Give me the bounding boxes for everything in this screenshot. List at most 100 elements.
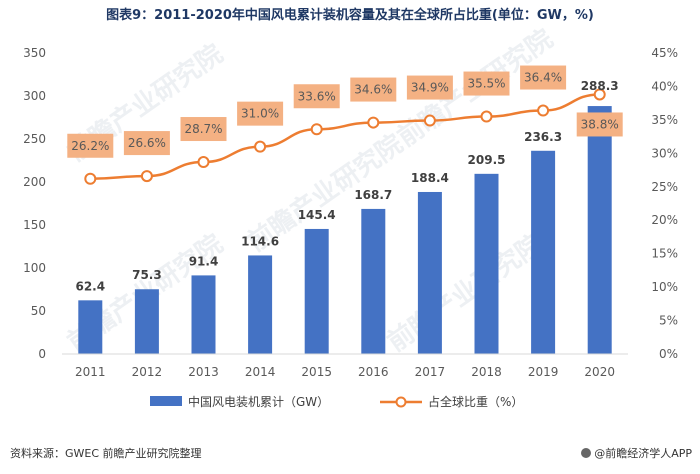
pct-label-2013: 28.7% (180, 117, 227, 142)
pct-label-2012: 26.6% (123, 131, 170, 156)
pct-label-text: 28.7% (184, 122, 222, 136)
bar-2012 (134, 289, 159, 354)
pct-label-text: 26.6% (128, 136, 166, 150)
bar-2017 (417, 191, 442, 354)
bar-2019 (531, 150, 556, 354)
pct-label-2019: 36.4% (520, 65, 567, 90)
x-tick-label: 2013 (188, 365, 219, 379)
left-axis: 0 50 100 150 200 250 300 350 (23, 46, 46, 361)
pct-label-bg (237, 101, 284, 126)
bar-value-label: 236.3 (524, 130, 562, 144)
line-point-2017 (423, 114, 436, 127)
bar-2013 (191, 275, 216, 354)
pct-label-2020: 38.8% (576, 112, 623, 137)
pct-label-2014: 31.0% (237, 101, 284, 126)
x-tick-label: 2015 (301, 365, 332, 379)
left-tick-label: 100 (23, 261, 46, 275)
pct-label-text: 31.0% (241, 107, 279, 121)
line-point-2018 (480, 110, 493, 123)
line-series (84, 88, 606, 185)
bar-value-label: 62.4 (75, 279, 105, 293)
pct-label-bg (350, 77, 397, 102)
x-tick-label: 2020 (584, 365, 615, 379)
right-axis: 0% 5% 10% 15% 20% 25% 30% 35% 40% 45% (651, 46, 678, 361)
bar-value-label: 114.6 (241, 234, 279, 248)
brand: @前瞻经济学人APP (581, 445, 692, 461)
pct-label-2018: 35.5% (463, 71, 510, 96)
x-tick-label: 2016 (358, 365, 389, 379)
pct-label-text: 36.4% (524, 71, 562, 85)
pct-label-bg (180, 117, 227, 142)
brand-logo-icon (581, 448, 592, 458)
right-tick-label: 15% (651, 247, 678, 261)
bar-2018 (474, 173, 499, 354)
pct-label-2017: 34.9% (406, 75, 453, 100)
pct-label-text: 34.9% (411, 81, 449, 95)
left-tick-label: 300 (23, 89, 46, 103)
line-point-2019 (537, 104, 550, 117)
bar-2014 (248, 255, 273, 354)
right-tick-label: 35% (651, 113, 678, 127)
left-tick-label: 150 (23, 218, 46, 232)
bar-labels: 62.4 75.3 91.4 114.6 145.4 168.7 188.4 209.5 236… (75, 79, 618, 293)
pct-labels: 26.2% 26.6% 28.7% 31.0% 33.6% 34.6% 34.9% 35.5%… (67, 65, 623, 158)
right-tick-label: 10% (651, 280, 678, 294)
line-point-2011 (84, 172, 97, 185)
pct-label-bg (576, 112, 623, 137)
right-tick-label: 20% (651, 213, 678, 227)
bar-series (78, 106, 612, 354)
right-tick-label: 30% (651, 146, 678, 160)
pct-label-text: 26.2% (71, 139, 109, 153)
bar-value-label: 91.4 (189, 254, 219, 268)
x-tick-label: 2018 (471, 365, 502, 379)
pct-label-2016: 34.6% (350, 77, 397, 102)
pct-label-text: 38.8% (581, 117, 619, 131)
right-tick-label: 5% (659, 314, 678, 328)
brand-text: @前瞻经济学人APP (594, 447, 692, 460)
bar-value-label: 145.4 (298, 208, 336, 222)
x-tick-label: 2017 (415, 365, 446, 379)
line-point-2012 (140, 170, 153, 183)
pct-label-bg (520, 65, 567, 90)
legend-bar-label: 中国风电装机累计（GW） (188, 394, 329, 409)
right-tick-label: 45% (651, 46, 678, 60)
pct-label-bg (123, 131, 170, 156)
legend: 中国风电装机累计（GW） 占全球比重（%） (150, 394, 523, 409)
source-note: 资料来源：GWEC 前瞻产业研究院整理 (10, 447, 202, 460)
bar-value-label: 288.3 (581, 79, 619, 93)
line-path (90, 93, 600, 181)
bar-2016 (361, 208, 386, 354)
bar-value-label: 188.4 (411, 171, 449, 185)
left-tick-label: 250 (23, 132, 46, 146)
x-tick-label: 2011 (75, 365, 106, 379)
x-axis: 2011 2012 2013 2014 2015 2016 2017 2018 2019 2020 (75, 365, 615, 379)
right-tick-label: 0% (659, 347, 678, 361)
bar-2015 (304, 228, 329, 354)
line-point-2016 (367, 116, 380, 129)
bar-value-label: 75.3 (132, 268, 162, 282)
bar-value-label: 209.5 (468, 153, 506, 167)
pct-label-bg (406, 75, 453, 100)
bar-value-label: 168.7 (354, 188, 392, 202)
line-point-2020 (593, 88, 606, 101)
pct-label-2015: 33.6% (293, 84, 340, 109)
left-tick-label: 200 (23, 175, 46, 189)
pct-label-text: 34.6% (354, 83, 392, 97)
left-tick-label: 0 (38, 347, 46, 361)
x-tick-label: 2019 (528, 365, 559, 379)
pct-label-text: 35.5% (467, 77, 505, 91)
pct-label-bg (67, 133, 114, 158)
line-point-2015 (310, 123, 323, 136)
legend-line-label: 占全球比重（%） (428, 394, 523, 409)
bar-2020 (587, 106, 612, 354)
chart-title: 图表9：2011-2020年中国风电累计装机容量及其在全球所占比重(单位：GW，… (106, 8, 594, 23)
right-tick-label: 25% (651, 180, 678, 194)
pct-label-bg (293, 84, 340, 109)
pct-label-2011: 26.2% (67, 133, 114, 158)
left-tick-label: 350 (23, 46, 46, 60)
x-tick-label: 2014 (245, 365, 276, 379)
right-tick-label: 40% (651, 79, 678, 93)
bar-2011 (78, 300, 103, 354)
pct-label-bg (463, 71, 510, 96)
